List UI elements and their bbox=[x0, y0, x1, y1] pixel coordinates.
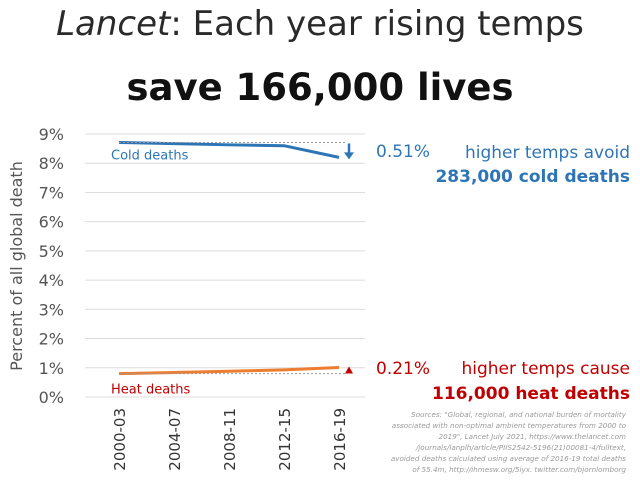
y-tick-label: 0% bbox=[39, 388, 64, 407]
y-tick-label: 8% bbox=[39, 154, 64, 173]
y-axis-ticks: 0% 1% 2% 3% 4% 5% 6% 7% 8% 9% bbox=[39, 125, 64, 407]
chart-title-line2: save 166,000 lives bbox=[126, 66, 514, 109]
heat-deaths-label: Heat deaths bbox=[111, 383, 191, 398]
source-line: Sources: "Global, regional, and national… bbox=[411, 410, 627, 419]
cold-note-line2: 283,000 cold deaths bbox=[435, 167, 630, 187]
y-tick-label: 3% bbox=[39, 300, 64, 319]
x-tick-label: 2008-11 bbox=[221, 408, 239, 471]
cold-deaths-line bbox=[118, 140, 340, 159]
y-tick-label: 9% bbox=[39, 125, 64, 144]
grid-lines bbox=[85, 133, 365, 398]
y-tick-label: 2% bbox=[39, 330, 64, 349]
x-axis-ticks: 2000-03 2004-07 2008-11 2012-15 2016-19 bbox=[111, 408, 349, 471]
x-tick-label: 2004-07 bbox=[166, 408, 184, 471]
heat-note-line1: higher temps cause bbox=[461, 359, 630, 379]
source-line: 2019", Lancet July 2021, https://www.the… bbox=[439, 432, 626, 441]
y-tick-label: 5% bbox=[39, 242, 64, 261]
source-note: Sources: "Global, regional, and national… bbox=[391, 410, 627, 474]
title-rest: : Each year rising temps bbox=[170, 4, 584, 44]
heat-change-value: 0.21% bbox=[376, 359, 430, 379]
y-axis-label: Percent of all global death bbox=[7, 161, 26, 371]
heat-deaths-line bbox=[118, 365, 340, 376]
title-italic-lancet: Lancet bbox=[56, 4, 171, 44]
source-line: avoided deaths calculated using average … bbox=[391, 454, 626, 463]
chart-title-line1: Lancet: Each year rising temps bbox=[0, 4, 640, 44]
y-tick-label: 6% bbox=[39, 213, 64, 232]
down-arrowhead-icon bbox=[344, 152, 354, 160]
annotations: 0.51% higher temps avoid 283,000 cold deat… bbox=[344, 142, 630, 404]
y-tick-label: 4% bbox=[39, 271, 64, 290]
series-lines bbox=[118, 140, 347, 376]
y-tick-label: 7% bbox=[39, 183, 64, 202]
cold-change-value: 0.51% bbox=[376, 142, 430, 162]
x-tick-label: 2012-15 bbox=[276, 408, 294, 471]
cold-note-line1: higher temps avoid bbox=[465, 143, 630, 163]
source-line: associated with non-optimal ambient temp… bbox=[392, 421, 627, 430]
heat-note-line2: 116,000 heat deaths bbox=[432, 384, 630, 404]
source-line: /journals/lanplh/article/PIIS2542-5196(2… bbox=[415, 443, 626, 452]
source-line: of 55.4m, http://ihmesw.org/5iyx. twitte… bbox=[412, 465, 626, 474]
cold-deaths-label: Cold deaths bbox=[111, 148, 189, 163]
up-arrowhead-icon bbox=[345, 366, 353, 374]
series-labels: Cold deaths Heat deaths bbox=[111, 148, 191, 397]
x-tick-label: 2000-03 bbox=[111, 408, 129, 471]
y-tick-label: 1% bbox=[39, 359, 64, 378]
x-tick-label: 2016-19 bbox=[331, 408, 349, 471]
